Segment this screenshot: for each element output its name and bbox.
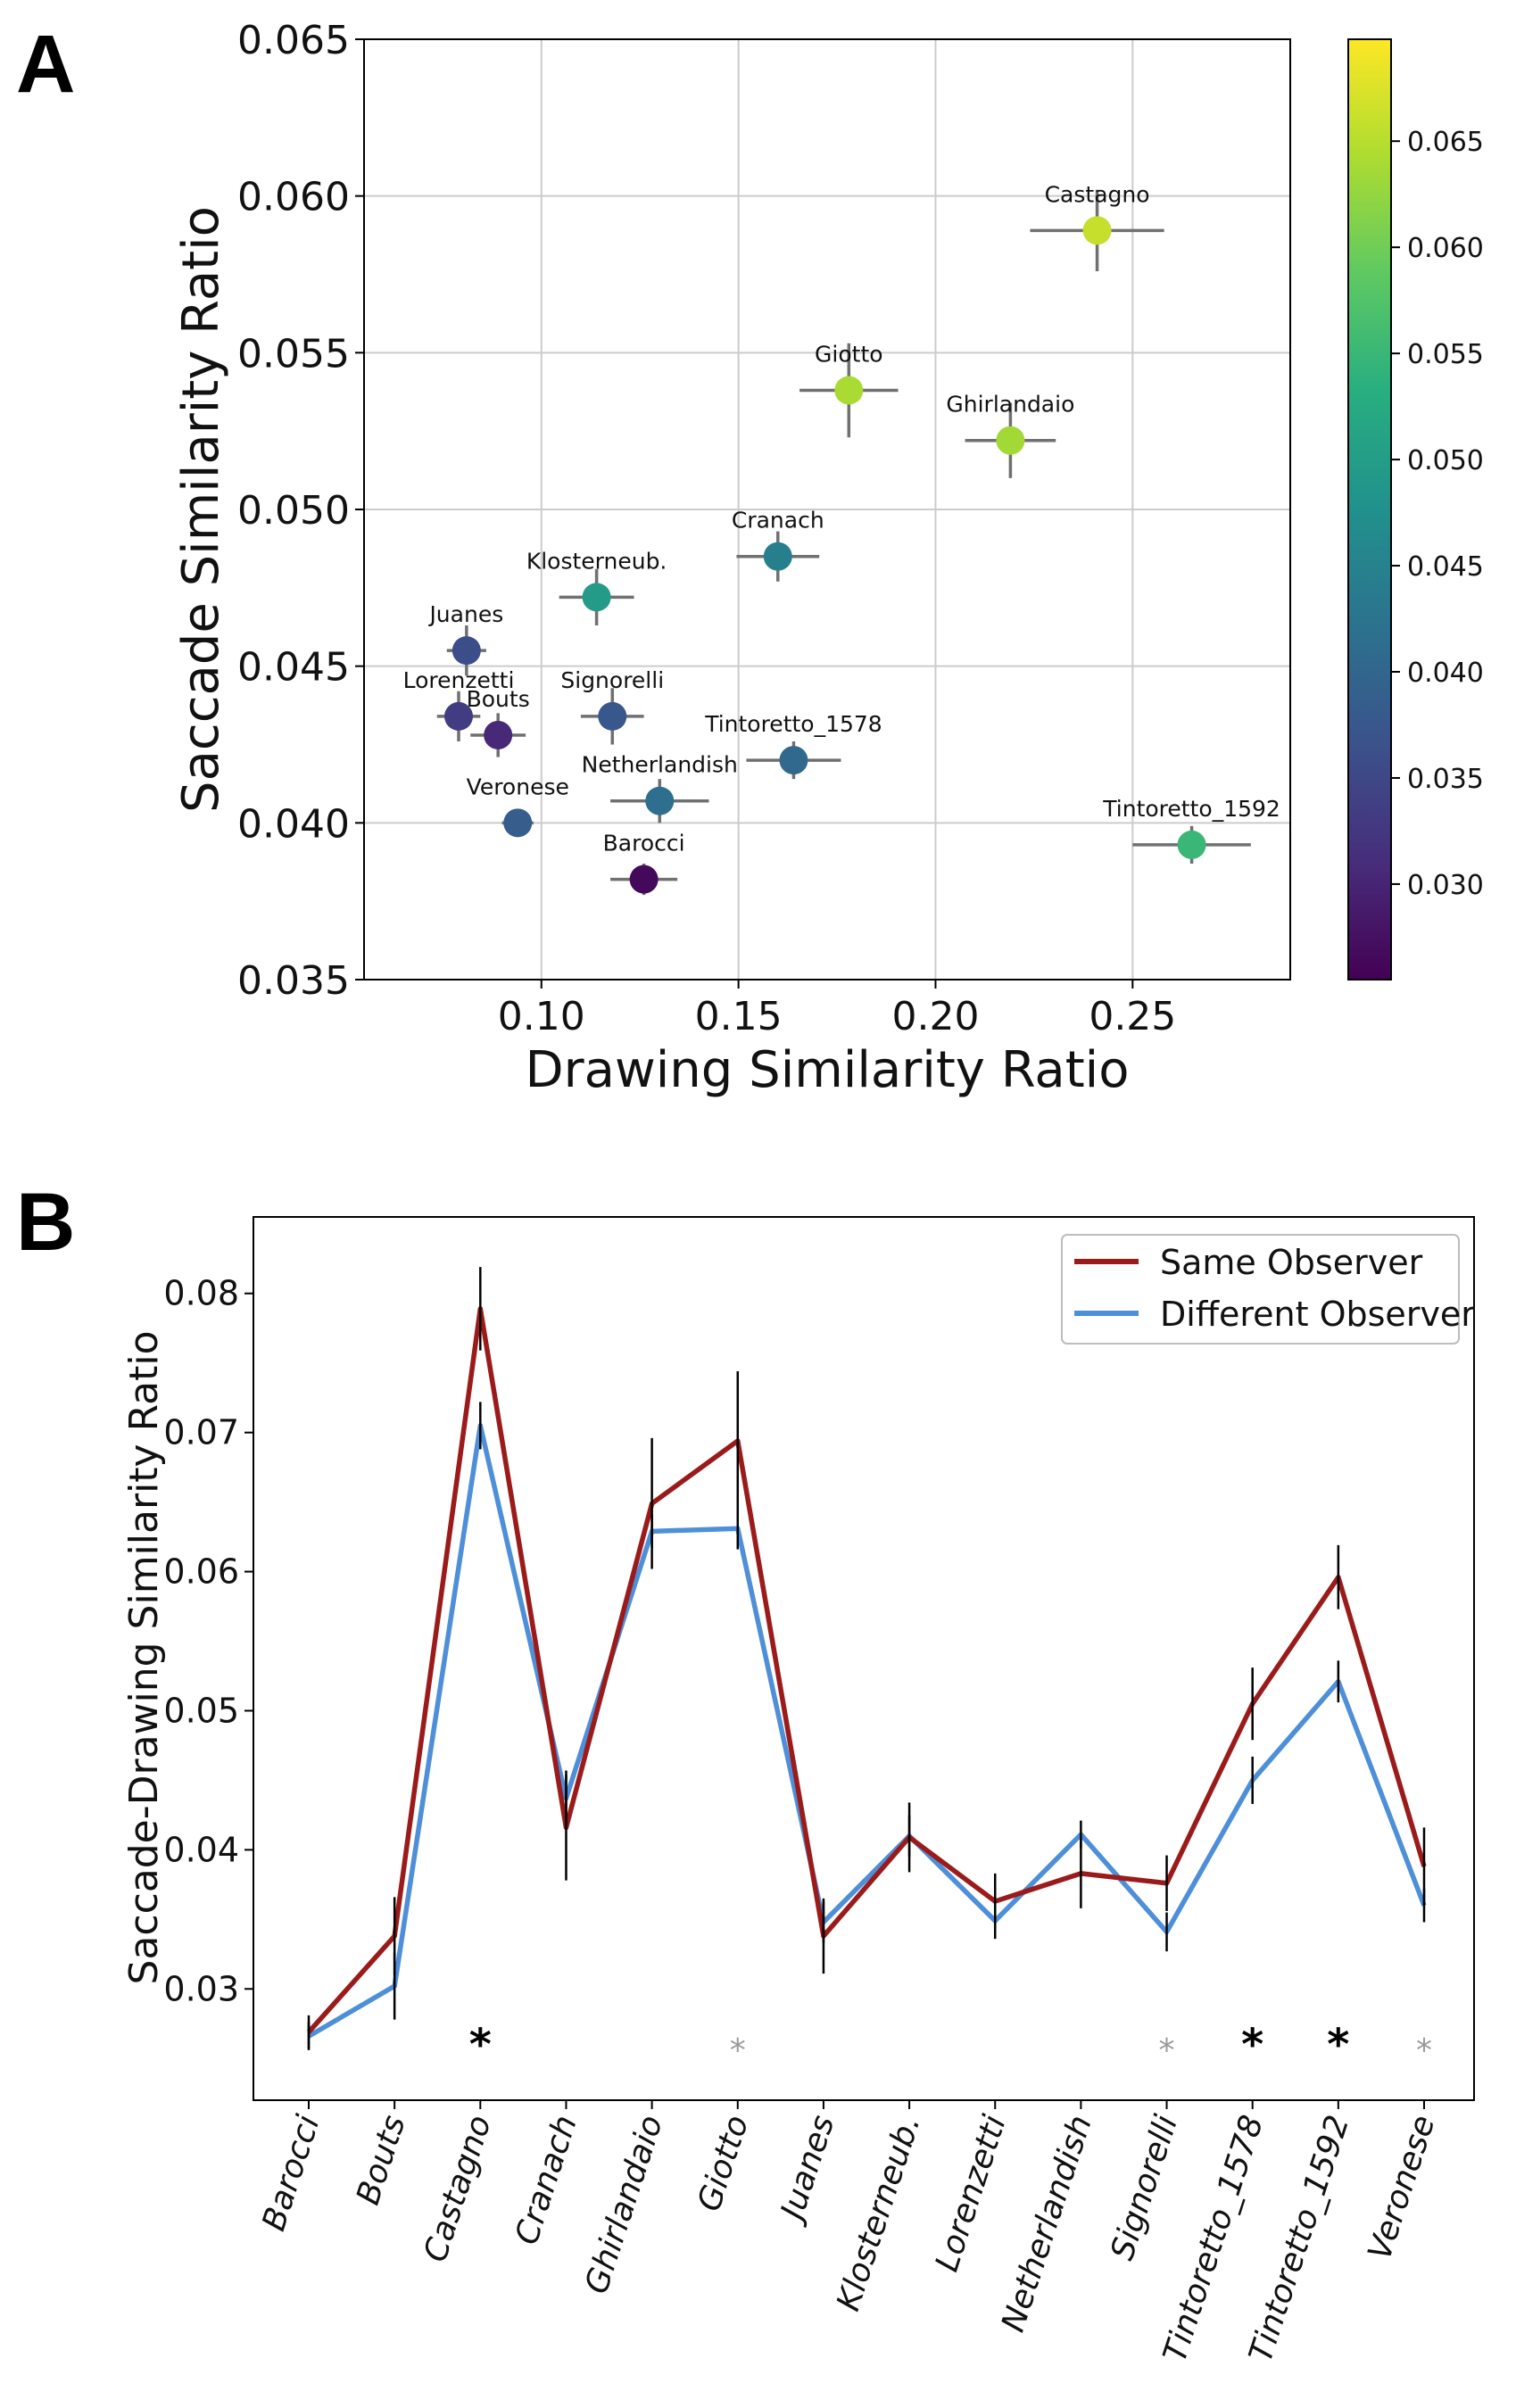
point-label-cranach: Cranach — [732, 508, 824, 534]
y-tick-label: 0.065 — [237, 18, 350, 63]
y-tick-label: 0.035 — [237, 958, 350, 1004]
point-label-signorelli: Signorelli — [560, 667, 664, 693]
x-tick-label-ghirlandaio: Ghirlandaio — [578, 2111, 670, 2298]
y-tick-label: 0.060 — [237, 175, 350, 220]
colorbar-tick-label: 0.055 — [1407, 339, 1484, 370]
y-tick-label: 0.06 — [163, 1552, 239, 1592]
colorbar-tick-label: 0.045 — [1407, 551, 1484, 583]
x-tick-label-bouts: Bouts — [350, 2111, 413, 2209]
y-axis-label: Saccade-Drawing Similarity Ratio — [121, 1330, 167, 1984]
y-tick-label: 0.05 — [163, 1691, 239, 1730]
x-tick-label: 0.10 — [498, 994, 585, 1039]
x-tick-label-giotto: Giotto — [691, 2111, 756, 2215]
point-ghirlandaio — [996, 426, 1025, 455]
x-tick-label-barocci: Barocci — [255, 2111, 327, 2235]
colorbar-tick-label: 0.065 — [1407, 127, 1484, 158]
point-label-castagno: Castagno — [1045, 181, 1150, 207]
point-juanes — [451, 636, 481, 666]
point-netherlandish — [645, 786, 675, 815]
scatter-chart: 0.035 0.040 0.045 0.050 0.055 0.060 0.065 0.10… — [172, 18, 1484, 1099]
point-klosterneub — [582, 583, 611, 612]
x-tick-label-lorenzetti: Lorenzetti — [929, 2111, 1014, 2276]
colorbar-tick-label: 0.050 — [1407, 445, 1484, 476]
x-tick-label-castagno: Castagno — [417, 2111, 498, 2266]
y-tick-label: 0.055 — [237, 331, 350, 377]
x-tick-label-signorelli: Signorelli — [1104, 2111, 1185, 2264]
x-tick-label-netherlandish: Netherlandish — [995, 2111, 1099, 2337]
point-bouts — [484, 720, 513, 749]
point-label-tintoretto-1592: Tintoretto_1592 — [1102, 796, 1280, 822]
y-tick-label: 0.03 — [163, 1969, 239, 2008]
y-tick-label: 0.045 — [237, 645, 350, 691]
y-axis-label: Saccade Similarity Ratio — [172, 206, 230, 813]
colorbar — [1347, 38, 1392, 981]
error-bars — [307, 1267, 1426, 2050]
y-tick-label: 0.050 — [237, 488, 350, 534]
series-line-different-observer — [307, 1423, 1427, 2039]
point-label-bouts: Bouts — [467, 686, 530, 712]
point-labels: Castagno Giotto Ghirlandaio Cranach Klostern… — [403, 181, 1280, 856]
colorbar-tick-label: 0.060 — [1407, 233, 1484, 264]
colorbar-ticks: 0.030 0.035 0.040 0.045 0.050 0.055 0.060 0.065 — [1391, 127, 1484, 901]
series-line-same-observer — [306, 1306, 1427, 2034]
panel-a-label: A — [16, 19, 76, 110]
point-label-netherlandish: Netherlandish — [582, 752, 738, 778]
y-tick-label: 0.08 — [163, 1274, 239, 1313]
x-tick-label-juanes: Juanes — [773, 2111, 842, 2229]
point-castagno — [1082, 216, 1112, 245]
data-points — [444, 216, 1206, 894]
point-tintoretto-1592 — [1177, 830, 1206, 859]
point-label-klosterneub: Klosterneub. — [526, 548, 667, 574]
point-giotto — [834, 376, 864, 405]
significance-tintoretto-1578: * — [1241, 2020, 1263, 2070]
point-lorenzetti — [444, 701, 474, 731]
point-label-ghirlandaio: Ghirlandaio — [946, 392, 1074, 418]
colorbar-tick-label: 0.030 — [1407, 870, 1484, 901]
significance-veronese: * — [1416, 2032, 1432, 2069]
significance-giotto: * — [730, 2032, 746, 2069]
point-label-juanes: Juanes — [427, 601, 503, 627]
colorbar-tick-label: 0.035 — [1407, 764, 1484, 795]
point-label-giotto: Giotto — [815, 341, 883, 367]
point-label-lorenzetti: Lorenzetti — [403, 667, 515, 693]
x-axis-ticks: 0.10 0.15 0.20 0.25 — [498, 980, 1176, 1039]
significance-tintoretto-1592: * — [1327, 2020, 1349, 2070]
x-tick-label: 0.20 — [891, 994, 979, 1039]
x-tick-label: 0.15 — [695, 994, 783, 1039]
point-veronese — [503, 808, 533, 838]
line-chart: 0.03 0.04 0.05 0.06 0.07 0.08 Barocci Bouts Cas… — [121, 1216, 1475, 2366]
point-label-veronese: Veronese — [467, 774, 569, 799]
plot-area — [253, 1216, 1475, 2101]
panel-b-label: B — [16, 1177, 76, 1268]
point-cranach — [763, 542, 792, 571]
legend: Same Observer Different Observer — [1061, 1234, 1475, 1345]
point-label-barocci: Barocci — [603, 831, 685, 856]
y-tick-label: 0.040 — [237, 801, 350, 847]
significance-castagno: * — [469, 2020, 492, 2070]
legend-box — [1061, 1234, 1460, 1345]
significance-signorelli: * — [1159, 2032, 1175, 2069]
y-tick-label: 0.07 — [163, 1413, 239, 1452]
x-axis-label: Drawing Similarity Ratio — [525, 1041, 1129, 1099]
series-lines — [306, 1306, 1427, 2039]
x-tick-label: 0.25 — [1089, 994, 1176, 1039]
legend-label-different-observer: Different Observer — [1160, 1295, 1475, 1334]
grid-lines — [364, 38, 1290, 981]
colorbar-tick-label: 0.040 — [1407, 658, 1484, 689]
legend-label-same-observer: Same Observer — [1160, 1243, 1423, 1282]
point-signorelli — [598, 701, 627, 731]
point-barocci — [629, 865, 659, 894]
x-tick-label-klosterneub: Klosterneub. — [830, 2111, 927, 2315]
point-label-tintoretto-1578: Tintoretto_1578 — [704, 711, 882, 737]
x-tick-label-cranach: Cranach — [509, 2111, 584, 2249]
y-axis-ticks: 0.03 0.04 0.05 0.06 0.07 0.08 — [163, 1274, 253, 2008]
y-tick-label: 0.04 — [163, 1830, 239, 1869]
x-tick-label-veronese: Veronese — [1362, 2111, 1443, 2264]
significance-markers: * * * * * * — [469, 2020, 1432, 2070]
y-axis-ticks: 0.035 0.040 0.045 0.050 0.055 0.060 0.065 — [237, 18, 364, 1004]
point-tintoretto-1578 — [779, 746, 808, 775]
